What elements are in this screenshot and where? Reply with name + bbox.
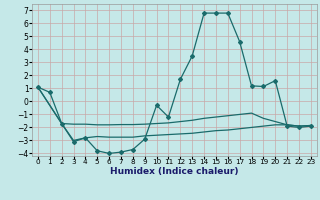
X-axis label: Humidex (Indice chaleur): Humidex (Indice chaleur) — [110, 167, 239, 176]
